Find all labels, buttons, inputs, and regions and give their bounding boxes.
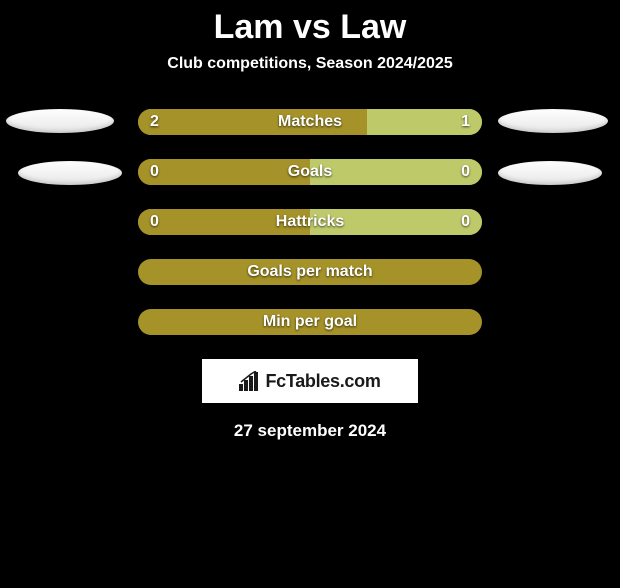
stat-row: Goals per match bbox=[0, 259, 620, 285]
stat-row: Min per goal bbox=[0, 309, 620, 335]
stat-label: Min per goal bbox=[263, 313, 357, 331]
stat-row: Hattricks 0 0 bbox=[0, 209, 620, 235]
stat-value-right: 1 bbox=[461, 113, 470, 131]
stat-bar-right bbox=[310, 159, 482, 185]
chart-icon bbox=[239, 371, 261, 391]
stat-row: Goals 0 0 bbox=[0, 159, 620, 185]
stat-bar-track: Goals 0 0 bbox=[138, 159, 482, 185]
stat-bar-track: Hattricks 0 0 bbox=[138, 209, 482, 235]
logo-box: FcTables.com bbox=[202, 359, 418, 403]
stat-bar-track: Matches 2 1 bbox=[138, 109, 482, 135]
stat-value-left: 0 bbox=[150, 213, 159, 231]
stat-label: Hattricks bbox=[276, 213, 344, 231]
stat-value-left: 0 bbox=[150, 163, 159, 181]
stat-value-right: 0 bbox=[461, 163, 470, 181]
stat-label: Goals bbox=[288, 163, 332, 181]
date-line: 27 september 2024 bbox=[0, 421, 620, 441]
stat-label: Goals per match bbox=[247, 263, 372, 281]
stat-bar-track: Goals per match bbox=[138, 259, 482, 285]
subtitle: Club competitions, Season 2024/2025 bbox=[0, 55, 620, 73]
stats-container: Matches 2 1 Goals 0 0 Hattricks 0 0 Goals per mat… bbox=[0, 109, 620, 335]
stat-value-right: 0 bbox=[461, 213, 470, 231]
stat-value-left: 2 bbox=[150, 113, 159, 131]
logo-text: FcTables.com bbox=[265, 371, 380, 392]
stat-row: Matches 2 1 bbox=[0, 109, 620, 135]
stat-label: Matches bbox=[278, 113, 342, 131]
page-title: Lam vs Law bbox=[0, 8, 620, 47]
stat-bar-left bbox=[138, 159, 310, 185]
stat-bar-track: Min per goal bbox=[138, 309, 482, 335]
